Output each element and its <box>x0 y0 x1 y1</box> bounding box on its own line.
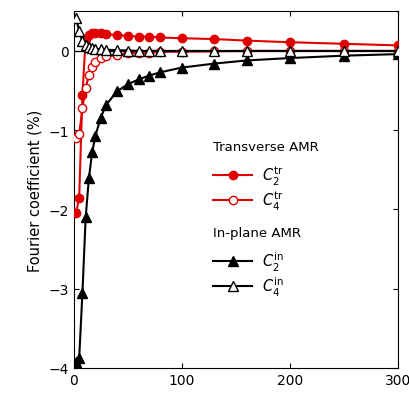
Y-axis label: Fourier coefficient (%): Fourier coefficient (%) <box>28 109 43 271</box>
Text: $C_4^{\mathregular{tr}}$: $C_4^{\mathregular{tr}}$ <box>261 189 283 212</box>
Text: Transverse AMR: Transverse AMR <box>213 141 318 154</box>
Text: $C_2^{\mathregular{in}}$: $C_2^{\mathregular{in}}$ <box>261 250 283 273</box>
Text: $C_4^{\mathregular{in}}$: $C_4^{\mathregular{in}}$ <box>261 275 283 298</box>
Text: $C_2^{\mathregular{tr}}$: $C_2^{\mathregular{tr}}$ <box>261 164 283 187</box>
Text: In-plane AMR: In-plane AMR <box>213 227 300 239</box>
